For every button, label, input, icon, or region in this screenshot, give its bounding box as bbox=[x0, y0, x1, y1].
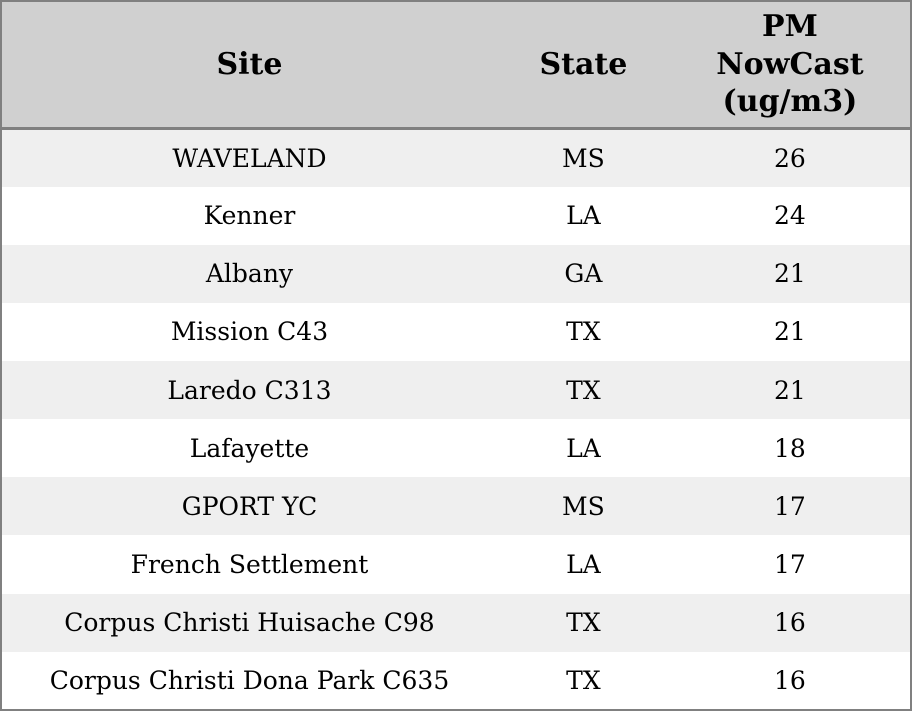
site-cell: Albany bbox=[205, 259, 294, 289]
table-row: WAVELAND MS 26 bbox=[1, 128, 911, 187]
pm-nowcast-cell: 18 bbox=[774, 433, 806, 463]
table-row: Lafayette LA 18 bbox=[1, 419, 911, 478]
site-cell: Corpus Christi Huisache C98 bbox=[64, 608, 435, 638]
pm-nowcast-cell: 17 bbox=[774, 491, 806, 521]
site-cell: Kenner bbox=[203, 201, 296, 231]
table-row: Corpus Christi Dona Park C635 TX 16 bbox=[1, 651, 911, 710]
column-header-site: Site bbox=[1, 1, 497, 130]
pm-nowcast-cell: 24 bbox=[774, 201, 806, 231]
table-row: Albany GA 21 bbox=[1, 244, 911, 303]
table-row: GPORT YC MS 17 bbox=[1, 477, 911, 536]
pm-nowcast-cell: 21 bbox=[774, 317, 806, 347]
table-row: French Settlement LA 17 bbox=[1, 535, 911, 594]
column-header-state: State bbox=[496, 1, 670, 130]
table-row: Laredo C313 TX 21 bbox=[1, 361, 911, 420]
state-cell: TX bbox=[566, 317, 601, 347]
table-row: Corpus Christi Huisache C98 TX 16 bbox=[1, 593, 911, 652]
column-header-pm-nowcast-label: PM NowCast (ug/m3) bbox=[716, 9, 864, 120]
site-cell: WAVELAND bbox=[172, 143, 327, 173]
column-header-pm-nowcast: PM NowCast (ug/m3) bbox=[669, 1, 911, 130]
state-cell: LA bbox=[566, 550, 601, 580]
state-cell: TX bbox=[566, 375, 601, 405]
site-cell: Laredo C313 bbox=[167, 375, 332, 405]
state-cell: MS bbox=[562, 143, 605, 173]
pm-nowcast-cell: 21 bbox=[774, 259, 806, 289]
state-cell: LA bbox=[566, 201, 601, 231]
state-cell: TX bbox=[566, 608, 601, 638]
site-cell: GPORT YC bbox=[181, 491, 318, 521]
state-cell: GA bbox=[564, 259, 603, 289]
pm-nowcast-cell: 21 bbox=[774, 375, 806, 405]
header-row: Site State PM NowCast (ug/m3) bbox=[1, 1, 911, 130]
pm-nowcast-cell: 16 bbox=[774, 665, 806, 695]
pm-nowcast-cell: 26 bbox=[774, 143, 806, 173]
pm-nowcast-cell: 17 bbox=[774, 550, 806, 580]
site-cell: Mission C43 bbox=[170, 317, 329, 347]
pm-nowcast-cell: 16 bbox=[774, 608, 806, 638]
state-cell: MS bbox=[562, 491, 605, 521]
table-body: WAVELAND MS 26 Kenner LA 24 Albany GA 21… bbox=[1, 128, 911, 710]
column-header-state-label: State bbox=[539, 46, 628, 82]
state-cell: LA bbox=[566, 433, 601, 463]
state-cell: TX bbox=[566, 665, 601, 695]
table-row: Kenner LA 24 bbox=[1, 186, 911, 245]
site-cell: Lafayette bbox=[189, 433, 310, 463]
site-cell: Corpus Christi Dona Park C635 bbox=[49, 665, 450, 695]
column-header-site-label: Site bbox=[216, 46, 283, 82]
site-cell: French Settlement bbox=[130, 550, 369, 580]
table-row: Mission C43 TX 21 bbox=[1, 302, 911, 362]
